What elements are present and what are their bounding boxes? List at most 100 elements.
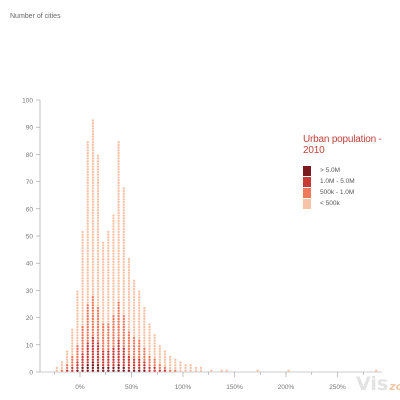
city-dot — [96, 331, 100, 334]
city-dot — [76, 364, 79, 367]
city-dot — [86, 168, 89, 171]
city-dot — [143, 312, 146, 315]
city-dot — [132, 285, 136, 288]
city-dot — [148, 366, 151, 370]
city-dot — [132, 336, 136, 340]
city-dot — [91, 323, 95, 326]
city-dot — [158, 353, 162, 356]
city-dot — [91, 255, 95, 258]
city-dot — [122, 238, 125, 242]
city-dot — [76, 298, 79, 302]
city-dot — [122, 217, 125, 220]
city-dot — [179, 364, 182, 367]
city-dot — [107, 315, 110, 318]
city-dot — [117, 342, 120, 345]
city-dot — [96, 350, 100, 353]
city-dot — [86, 268, 89, 272]
city-dot — [86, 198, 89, 201]
city-dot — [91, 203, 95, 206]
city-dot — [91, 312, 95, 315]
city-dot — [112, 296, 115, 299]
city-dot — [122, 203, 125, 206]
city-dot — [96, 157, 100, 160]
city-dot — [81, 315, 84, 318]
x-tick-label: 200% — [278, 384, 295, 391]
city-dot — [91, 325, 95, 329]
city-dot — [117, 165, 120, 168]
city-dot — [107, 339, 110, 342]
city-dot — [96, 203, 100, 206]
city-dot — [101, 312, 105, 315]
city-dot — [127, 361, 131, 364]
city-dot — [81, 290, 84, 293]
city-dot — [112, 238, 115, 242]
city-dot — [86, 233, 89, 236]
city-dot — [86, 208, 89, 212]
city-dot — [138, 342, 141, 345]
city-dot — [107, 244, 110, 247]
city-dot — [91, 206, 95, 209]
city-dot — [107, 271, 110, 274]
city-dot — [86, 361, 89, 364]
city-dot — [96, 353, 100, 356]
city-dot — [199, 369, 203, 372]
city-dot — [127, 328, 131, 332]
city-dot — [117, 233, 120, 236]
city-dot — [96, 173, 100, 176]
city-dot — [132, 353, 136, 356]
city-dot — [143, 358, 146, 361]
city-dot — [91, 162, 95, 166]
city-dot — [101, 263, 105, 266]
city-dot — [76, 358, 79, 361]
city-dot — [143, 350, 146, 353]
city-dot — [86, 173, 89, 176]
city-dot — [101, 358, 105, 361]
city-dot — [132, 361, 136, 364]
city-dot — [101, 296, 105, 299]
city-dot — [184, 364, 187, 367]
city-dot — [174, 369, 177, 372]
city-dot — [86, 342, 89, 345]
city-dot — [122, 320, 125, 323]
city-dot — [96, 244, 100, 247]
city-dot — [122, 312, 125, 315]
data-dots — [55, 119, 378, 372]
city-dot — [132, 355, 136, 359]
city-dot — [96, 274, 100, 277]
city-dot — [76, 347, 79, 351]
city-dot — [91, 355, 95, 359]
city-dot — [158, 366, 162, 370]
city-dot — [117, 331, 120, 334]
city-dot — [81, 353, 84, 356]
city-dot — [117, 219, 120, 223]
city-dot — [138, 309, 141, 312]
city-dot — [117, 154, 120, 157]
city-dot — [143, 325, 146, 329]
city-dot — [96, 208, 100, 212]
city-dot — [117, 268, 120, 272]
city-dot — [96, 195, 100, 198]
city-dot — [86, 263, 89, 266]
city-dot — [96, 328, 100, 332]
city-dot — [127, 309, 131, 312]
city-dot — [153, 334, 156, 337]
legend-label: > 5.0M — [320, 167, 341, 174]
city-dot — [148, 347, 151, 351]
city-dot — [158, 358, 162, 361]
city-dot — [138, 339, 141, 342]
city-dot — [107, 353, 110, 356]
city-dot — [86, 344, 89, 348]
city-dot — [71, 336, 74, 340]
city-dot — [122, 328, 125, 332]
city-dot — [86, 282, 89, 285]
legend-item-small: < 500k — [303, 198, 400, 209]
city-dot — [86, 369, 89, 372]
city-dot — [158, 347, 162, 351]
city-dot — [96, 198, 100, 201]
city-dot — [96, 154, 100, 157]
city-dot — [86, 211, 89, 215]
city-dot — [96, 217, 100, 220]
city-dot — [117, 146, 120, 149]
city-dot — [122, 249, 125, 253]
city-dot — [86, 225, 89, 228]
